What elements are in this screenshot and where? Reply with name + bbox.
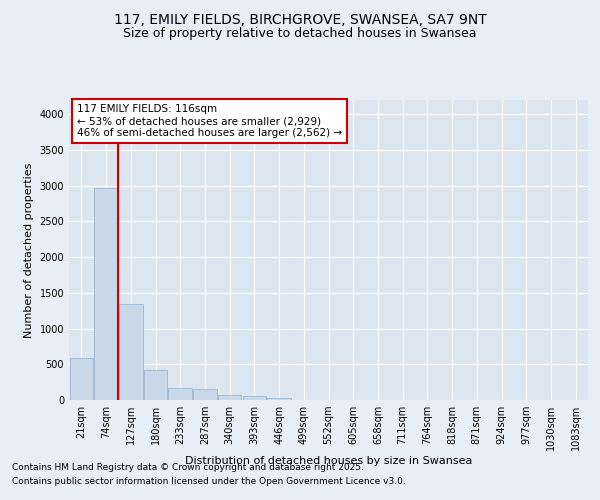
Bar <box>144 370 167 400</box>
Text: 117 EMILY FIELDS: 116sqm
← 53% of detached houses are smaller (2,929)
46% of sem: 117 EMILY FIELDS: 116sqm ← 53% of detach… <box>77 104 342 138</box>
Text: Size of property relative to detached houses in Swansea: Size of property relative to detached ho… <box>123 28 477 40</box>
Bar <box>94 188 118 400</box>
Bar <box>169 388 192 400</box>
Text: Contains HM Land Registry data © Crown copyright and database right 2025.: Contains HM Land Registry data © Crown c… <box>12 464 364 472</box>
Bar <box>70 358 93 400</box>
Bar <box>268 398 291 400</box>
Text: 117, EMILY FIELDS, BIRCHGROVE, SWANSEA, SA7 9NT: 117, EMILY FIELDS, BIRCHGROVE, SWANSEA, … <box>113 12 487 26</box>
X-axis label: Distribution of detached houses by size in Swansea: Distribution of detached houses by size … <box>185 456 472 466</box>
Bar <box>193 389 217 400</box>
Text: Contains public sector information licensed under the Open Government Licence v3: Contains public sector information licen… <box>12 477 406 486</box>
Bar <box>218 396 241 400</box>
Bar <box>242 396 266 400</box>
Bar <box>119 304 143 400</box>
Y-axis label: Number of detached properties: Number of detached properties <box>24 162 34 338</box>
